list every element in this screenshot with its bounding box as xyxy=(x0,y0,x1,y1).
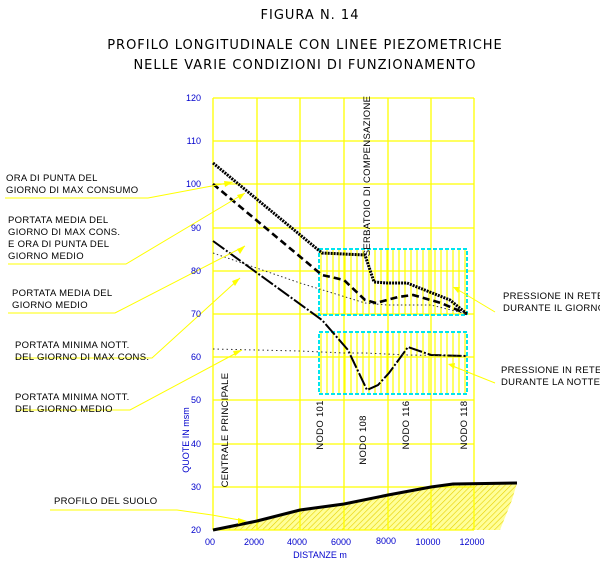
svg-text:12000: 12000 xyxy=(459,537,484,547)
svg-text:40: 40 xyxy=(191,439,201,449)
line-min-night-medium-day xyxy=(212,348,468,357)
annotation-peak-hour-max-day: ORA DI PUNTA DEL GIORNO DI MAX CONSUMO xyxy=(6,173,139,196)
line-avg-max-day xyxy=(212,183,468,316)
svg-text:10000: 10000 xyxy=(415,537,440,547)
line-avg-medium-day xyxy=(212,252,468,315)
svg-text:60: 60 xyxy=(191,352,201,362)
label-centrale-principale: CENTRALE PRINCIPALE xyxy=(220,373,231,488)
annotation-pressure-day: PRESSIONE IN RETE DURANTE IL GIORNO xyxy=(503,291,600,314)
figure-number: FIGURA N. 14 xyxy=(260,8,360,23)
line-min-night-max-day xyxy=(212,240,468,392)
annotation-min-night-max-day: PORTATA MINIMA NOTT. DEL GIORNO DI MAX C… xyxy=(15,340,150,363)
leader-lines xyxy=(5,181,496,522)
annotation-avg-max-day: PORTATA MEDIA DEL GIORNO DI MAX CONS. E … xyxy=(8,215,121,262)
svg-text:80: 80 xyxy=(191,266,201,276)
svg-text:110: 110 xyxy=(187,136,201,146)
y-axis-label: QUOTE IN msm xyxy=(181,407,191,473)
x-axis-label: DISTANZE m xyxy=(293,550,347,560)
svg-text:90: 90 xyxy=(191,223,201,233)
figure-title-line2: NELLE VARIE CONDIZIONI DI FUNZIONAMENTO xyxy=(133,58,477,73)
annotation-min-night-medium-day: PORTATA MINIMA NOTT. DEL GIORNO MEDIO xyxy=(15,392,130,415)
svg-text:6000: 6000 xyxy=(331,537,351,547)
line-peak-hour-max-day xyxy=(212,161,468,316)
label-serbatoio: SERBATOIO DI COMPENSAZIONE xyxy=(362,96,373,257)
svg-text:00: 00 xyxy=(205,537,215,547)
leader-arrowheads xyxy=(224,181,460,524)
annotation-pressure-night: PRESSIONE IN RETE DURANTE LA NOTTE xyxy=(501,365,600,388)
label-nodo-116: NODO 116 xyxy=(401,401,412,450)
figure-title-line1: PROFILO LONGITUDINALE CON LINEE PIEZOMET… xyxy=(107,38,503,53)
label-nodo-108: NODO 108 xyxy=(358,415,369,464)
svg-text:30: 30 xyxy=(191,482,201,492)
x-axis-ticks: 00 2000 4000 6000 8000 10000 12000 xyxy=(205,536,485,547)
label-nodo-101: NODO 101 xyxy=(315,400,326,449)
svg-text:8000: 8000 xyxy=(376,536,396,546)
ground-profile-fill xyxy=(213,483,517,530)
svg-text:120: 120 xyxy=(186,93,201,103)
label-nodo-118: NODO 118 xyxy=(459,401,470,450)
svg-text:4000: 4000 xyxy=(287,537,307,547)
svg-text:2000: 2000 xyxy=(244,537,264,547)
annotation-avg-medium-day: PORTATA MEDIA DEL GIORNO MEDIO xyxy=(12,288,113,311)
y-axis-ticks: 120 110 100 90 80 70 60 50 40 30 20 xyxy=(186,93,201,535)
chart-grid xyxy=(212,97,475,531)
svg-text:100: 100 xyxy=(186,179,201,189)
svg-text:50: 50 xyxy=(191,395,201,405)
svg-text:70: 70 xyxy=(191,309,201,319)
line-ground-profile xyxy=(212,481,518,532)
pressure-night-region xyxy=(318,331,468,395)
svg-text:20: 20 xyxy=(191,525,201,535)
annotation-ground-profile: PROFILO DEL SUOLO xyxy=(54,496,158,507)
